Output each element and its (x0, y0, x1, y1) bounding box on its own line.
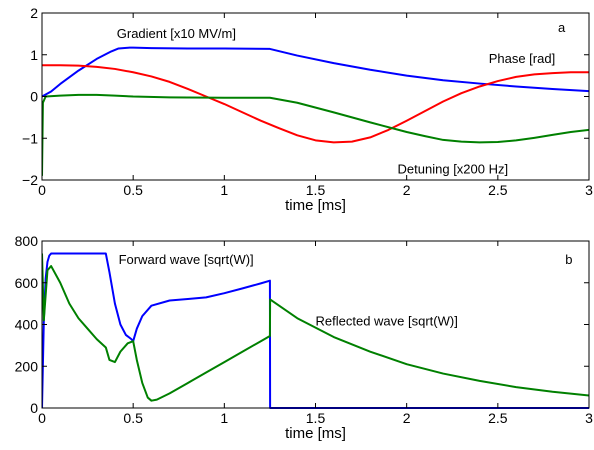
y-tick-label: −2 (22, 172, 38, 188)
series-line-detuning-x200-hz (42, 93, 589, 176)
x-tick-label: 3 (585, 410, 593, 426)
x-axis-label: time [ms] (285, 197, 346, 214)
annotation-phase-rad: Phase [rad] (489, 51, 556, 66)
series-line-phase-rad (42, 64, 589, 144)
y-tick-label: −1 (22, 130, 38, 146)
x-tick-label: 2.5 (488, 410, 508, 426)
x-tick-label: 1.5 (306, 182, 326, 198)
x-tick-label: 0.5 (123, 410, 143, 426)
x-axis-label: time [ms] (285, 425, 346, 442)
y-tick-label: 600 (15, 275, 39, 291)
y-tick-label: 1 (30, 47, 38, 63)
x-tick-label: 2 (403, 182, 411, 198)
x-tick-label: 2 (403, 410, 411, 426)
x-tick-label: 0.5 (123, 182, 143, 198)
y-tick-label: 0 (30, 400, 38, 416)
panel-a: 0 0.5 1 1.5 2 2.5 3 −2 −1 0 1 2 time [ms] a Gradient [… (22, 5, 593, 214)
x-tick-label: 1 (220, 410, 228, 426)
x-tick-label: 0 (38, 182, 46, 198)
x-tick-label: 0 (38, 410, 46, 426)
x-tick-label: 2.5 (488, 182, 508, 198)
series-line-reflected-wave-sqrt-w (42, 253, 589, 402)
annotation-gradient-x10-mv-m: Gradient [x10 MV/m] (117, 26, 236, 41)
annotation-detuning-x200-hz: Detuning [x200 Hz] (398, 162, 509, 177)
series-line-gradient-x10-mv-m (42, 46, 589, 98)
y-tick-label: 800 (15, 233, 39, 249)
y-tick-label: 200 (15, 358, 39, 374)
y-tick-label: 400 (15, 317, 39, 333)
annotation-forward-wave-sqrt-w: Forward wave [sqrt(W)] (119, 252, 254, 267)
x-tick-label: 3 (585, 182, 593, 198)
panel-label: a (558, 20, 566, 35)
panel-label: b (565, 252, 572, 267)
x-tick-label: 1.5 (306, 410, 326, 426)
x-tick-label: 1 (220, 182, 228, 198)
panel-b: 0 0.5 1 1.5 2 2.5 3 0 200 400 600 800 time [ms] b Forw… (15, 233, 593, 442)
annotation-reflected-wave-sqrt-w: Reflected wave [sqrt(W)] (316, 314, 458, 329)
y-tick-label: 0 (30, 89, 38, 105)
plot-area (42, 241, 589, 408)
y-tick-label: 2 (30, 5, 38, 21)
series-line-forward-wave-sqrt-w (42, 252, 589, 409)
